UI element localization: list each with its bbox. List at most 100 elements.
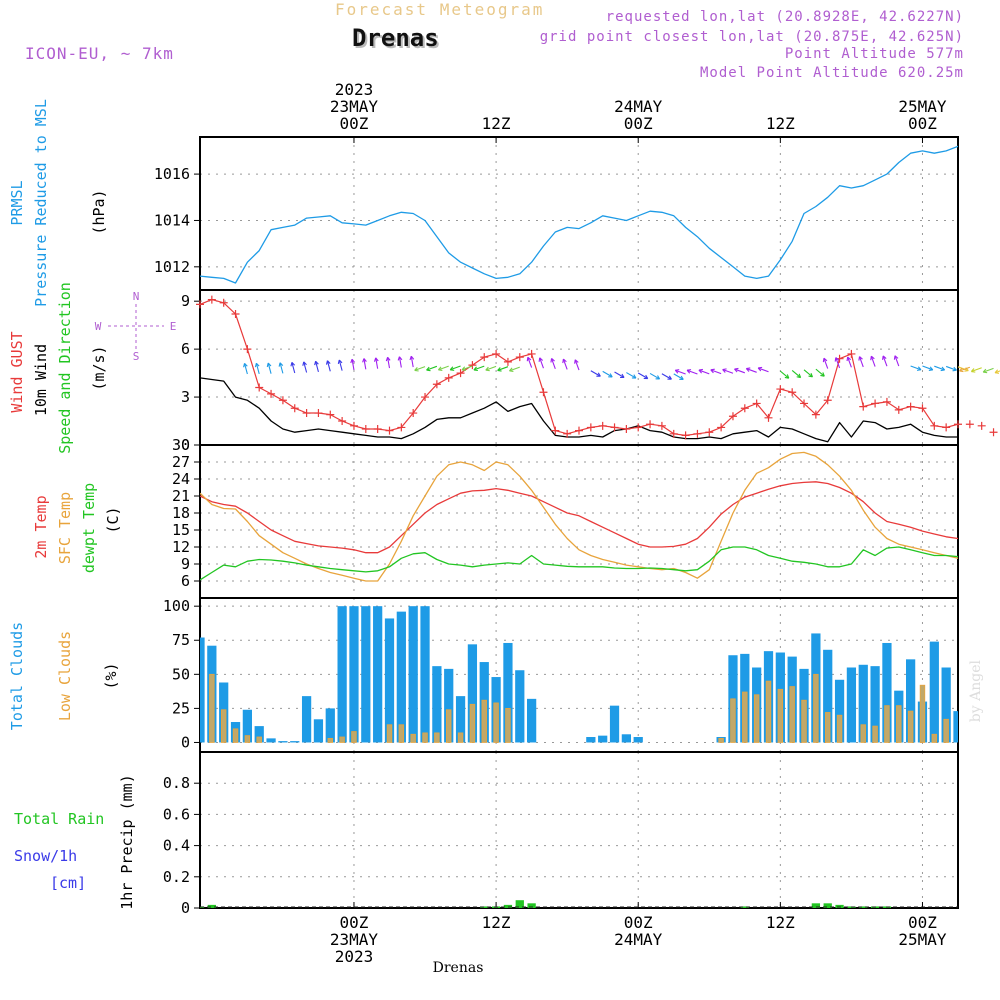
top-time-label: 25MAY [898, 97, 947, 116]
total-cloud-bar [598, 735, 608, 743]
wind-direction-arrow [363, 358, 367, 370]
low-cloud-bar [339, 736, 345, 743]
clouds-frame [199, 597, 959, 753]
total-cloud-bar [313, 719, 324, 743]
wind-direction-arrowhead [698, 368, 703, 374]
wind-direction-arrow [637, 372, 649, 380]
wind-direction-arrowhead [643, 374, 649, 380]
bottom-time-label: 12Z [766, 913, 795, 932]
low-cloud-bar [469, 703, 476, 743]
wind-direction-arrow [315, 361, 319, 373]
precip-ytick-label: 0.6 [163, 805, 190, 823]
low-cloud-bar [896, 705, 902, 743]
pressure-label-prmsl: PRMSL [8, 180, 26, 225]
meteogram-subtitle: Forecast Meteogram [335, 0, 545, 19]
wind-gust-marker [326, 410, 335, 419]
wind-direction-arrowhead [437, 366, 443, 372]
wind-gust-marker [657, 421, 666, 430]
wind-direction-arrow [894, 355, 900, 367]
total-cloud-bar [586, 737, 596, 743]
total-cloud-bar [361, 606, 371, 743]
wind-gust-marker [563, 429, 572, 438]
low-cloud-bar [753, 694, 760, 743]
total-cloud-bar [609, 705, 620, 743]
wind-gust-marker [338, 417, 347, 426]
precip-label-snow: Snow/1h [14, 847, 77, 865]
low-cloud-bar [220, 709, 227, 743]
wind-label-gust: Wind GUST [8, 331, 26, 412]
wind-direction-arrow [847, 356, 852, 368]
wind-direction-arrowhead [426, 366, 431, 372]
wind-direction-arrow [803, 369, 813, 378]
wind-direction-arrow [945, 365, 957, 371]
wind-gust-marker [871, 399, 880, 408]
wind-direction-arrowhead [710, 368, 715, 374]
total-cloud-bar [242, 709, 252, 743]
low-cloud-bar [422, 732, 428, 743]
wind-direction-arrow [527, 357, 533, 368]
clouds-label-unit: (%) [102, 662, 120, 689]
wind-direction-arrowhead [757, 366, 763, 372]
wind-gust-marker [669, 429, 678, 438]
wind-gust-marker [468, 361, 477, 370]
wind-direction-arrow [438, 365, 449, 371]
low-cloud-bar [398, 724, 405, 743]
wind-direction-arrow [626, 372, 637, 379]
temperature-ytick-label: 30 [172, 436, 190, 454]
wind-label-direction: Speed and Direction [56, 282, 74, 454]
wind-direction-arrow [661, 373, 672, 380]
clouds-ytick-label: 0 [181, 733, 190, 751]
precip-bar [480, 906, 489, 908]
low-cloud-bar [789, 686, 795, 743]
total-cloud-bar [278, 741, 288, 743]
wind-gust-marker [480, 353, 489, 362]
low-cloud-bar [777, 688, 784, 743]
wind-direction-arrow [375, 357, 379, 369]
wind-gust-marker [586, 423, 595, 432]
total-cloud-bar [929, 641, 939, 743]
wind-gust-marker [302, 409, 311, 418]
total-cloud-bar [420, 606, 430, 743]
clouds-ytick-label: 75 [172, 631, 190, 649]
wind-gust-marker [432, 380, 441, 389]
total-cloud-bar [941, 667, 951, 743]
wind-direction-arrow [779, 370, 790, 379]
wind-direction-arrow [267, 362, 272, 374]
wind-direction-arrowhead [278, 362, 284, 367]
model-point-altitude: Model Point Altitude 620.25m [699, 65, 964, 81]
wind-direction-arrowhead [325, 360, 331, 365]
precip-bar [207, 904, 216, 908]
precip-ytick-label: 0.2 [163, 868, 190, 886]
wind-direction-arrow [602, 370, 613, 378]
wind-gust-marker [598, 421, 607, 430]
wind-gust-marker [255, 383, 264, 392]
wind-direction-arrowhead [858, 356, 863, 361]
low-cloud-bar [872, 725, 878, 743]
wind-direction-arrow [243, 363, 248, 375]
temperature-ytick-label: 15 [172, 521, 190, 539]
wind-gust-marker [646, 420, 655, 429]
wind-direction-arrowhead [385, 356, 391, 362]
precip-bar [823, 903, 832, 908]
total-cloud-bar [823, 649, 833, 743]
precip-bar [811, 903, 821, 908]
wind-gust-marker [634, 423, 643, 432]
total-cloud-bar [621, 734, 631, 743]
wind-direction-arrowhead [784, 374, 790, 379]
wind-direction-arrow [858, 356, 864, 368]
wind-direction-arrow [326, 360, 331, 372]
pressure-line [200, 145, 958, 284]
wind-ytick-label: 0 [181, 436, 190, 454]
wind-gust-marker [882, 397, 891, 406]
wind-direction-arrowhead [870, 355, 875, 361]
wind-direction-arrow [983, 367, 994, 373]
wind-direction-arrow [882, 355, 888, 367]
wind-direction-arrowhead [485, 366, 490, 372]
total-cloud-bar [301, 696, 312, 743]
wind-direction-arrowhead [846, 356, 852, 362]
grid-point-location: grid point closest lon,lat (20.875E, 42.… [539, 29, 964, 45]
total-cloud-bar [200, 637, 205, 743]
total-cloud-bar [455, 696, 466, 743]
temperature-ytick-label: 21 [172, 487, 190, 505]
